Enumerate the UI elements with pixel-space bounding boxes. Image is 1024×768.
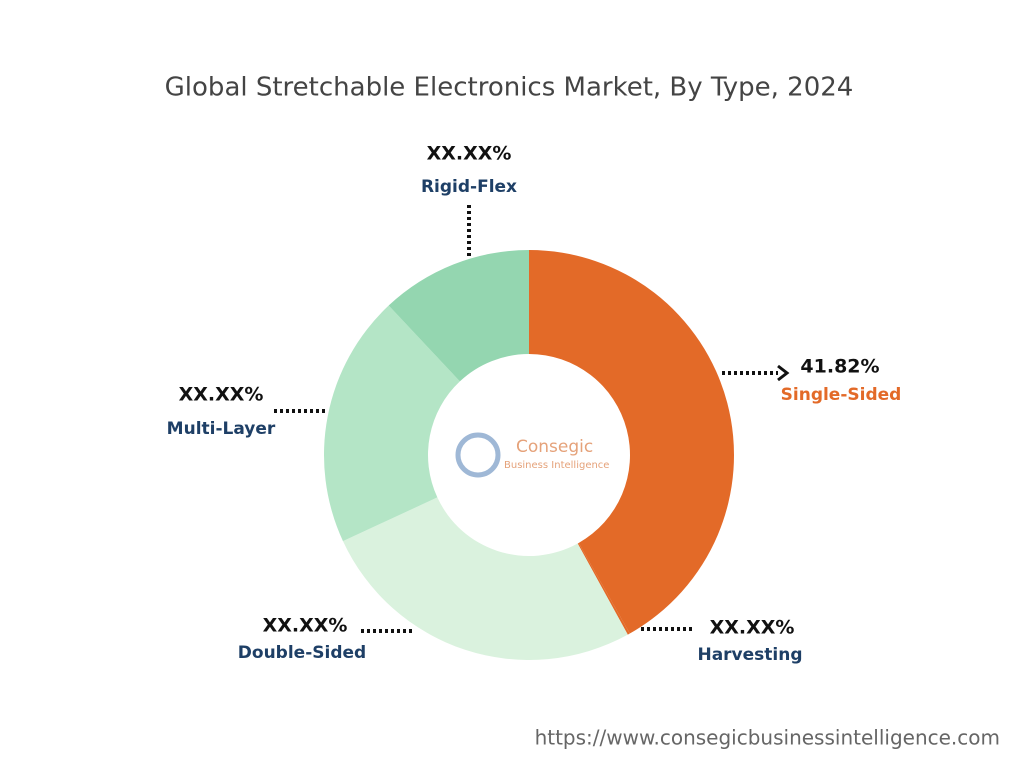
value-label: 41.82%: [800, 356, 879, 378]
category-label: Double-Sided: [238, 643, 366, 663]
slice: [388, 250, 529, 382]
category-label: Single-Sided: [781, 385, 902, 405]
slice: [342, 497, 628, 660]
category-label: Rigid-Flex: [421, 177, 517, 197]
logo: Consegic Business Intelligence: [455, 432, 609, 478]
logo-tagline: Business Intelligence: [504, 460, 609, 471]
slice: [529, 250, 734, 634]
slice: [577, 542, 630, 635]
source: https://www.consegicbusinessintelligence…: [535, 726, 1000, 750]
donut: [324, 250, 734, 660]
chart-title: Global Stretchable Electronics Market, B…: [165, 73, 854, 103]
logo-icon: [455, 432, 501, 478]
slice: [324, 305, 460, 542]
category-label: Harvesting: [697, 645, 802, 665]
category-label: Multi-Layer: [167, 419, 276, 439]
value-label: XX.XX%: [179, 384, 264, 406]
value-label: XX.XX%: [427, 143, 512, 165]
value-label: XX.XX%: [710, 617, 795, 639]
logo-brand: Consegic: [516, 437, 593, 457]
arrow-head: [777, 364, 790, 382]
value-label: XX.XX%: [263, 615, 348, 637]
